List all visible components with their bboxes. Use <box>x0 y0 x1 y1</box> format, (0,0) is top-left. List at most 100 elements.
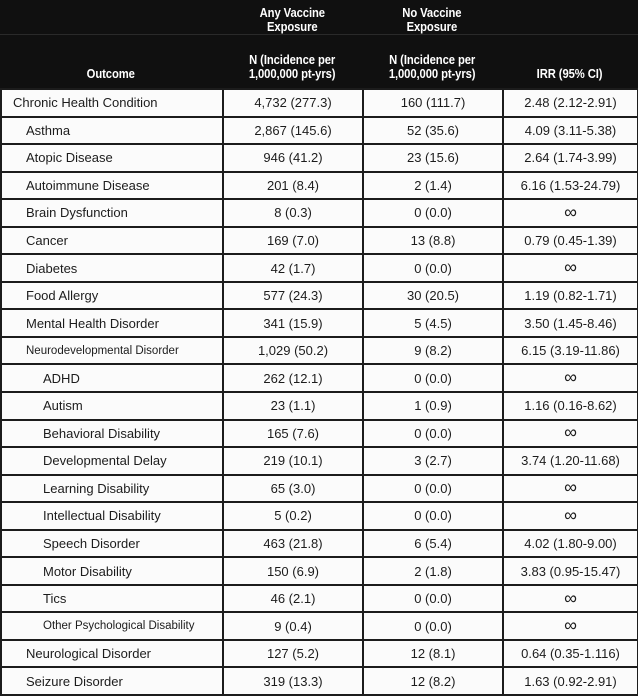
any-vaccine-group-title: Any Vaccine Exposure <box>259 6 325 34</box>
any-vaccine-n-cell: 8 (0.3) <box>222 200 362 226</box>
any-vaccine-n-cell: 5 (0.2) <box>222 503 362 529</box>
irr-cell: 3.50 (1.45-8.46) <box>502 310 637 336</box>
table-header: Outcome Any Vaccine Exposure N (Incidenc… <box>0 0 638 88</box>
any-vaccine-n-cell: 150 (6.9) <box>222 558 362 584</box>
outcome-cell: Other Psychological Disability <box>2 613 222 639</box>
outcome-label: Food Allergy <box>26 288 99 304</box>
table-row: Autism 23 (1.1) 1 (0.9) 1.16 (0.16-8.62) <box>0 391 638 419</box>
no-vaccine-n-label: N (Incidence per 1,000,000 pt-yrs) <box>388 53 476 81</box>
any-vaccine-n-label: N (Incidence per 1,000,000 pt-yrs) <box>248 53 336 81</box>
outcome-label: Brain Dysfunction <box>26 205 128 221</box>
any-vaccine-n-cell: 169 (7.0) <box>222 227 362 254</box>
irr-cell: 0.64 (0.35-1.116) <box>502 640 637 667</box>
any-vaccine-n-cell: 1,029 (50.2) <box>222 337 362 364</box>
outcome-cell: Chronic Health Condition <box>2 90 222 116</box>
outcome-cell: Diabetes <box>2 255 222 281</box>
outcome-label: Behavioral Disability <box>43 425 161 441</box>
outcome-cell: Food Allergy <box>2 283 222 309</box>
irr-cell: ∞ <box>502 420 637 447</box>
column-header-any-vaccine: Any Vaccine Exposure N (Incidence per 1,… <box>222 0 362 88</box>
irr-cell: 1.16 (0.16-8.62) <box>502 393 637 419</box>
any-vaccine-n-cell: 9 (0.4) <box>222 613 362 639</box>
outcome-label: Chronic Health Condition <box>13 95 158 111</box>
irr-cell: 2.64 (1.74-3.99) <box>502 145 637 171</box>
any-vaccine-n-cell: 341 (15.9) <box>222 310 362 336</box>
outcome-cell: Atopic Disease <box>2 145 222 171</box>
any-vaccine-n-cell: 23 (1.1) <box>222 393 362 419</box>
irr-cell: ∞ <box>502 365 637 392</box>
any-vaccine-n-cell: 319 (13.3) <box>222 668 362 695</box>
no-vaccine-n-cell: 9 (8.2) <box>362 337 502 364</box>
no-vaccine-n-cell: 30 (20.5) <box>362 282 502 309</box>
outcome-cell: Learning Disability <box>2 476 222 502</box>
irr-cell: 3.74 (1.20-11.68) <box>502 448 637 474</box>
table-row: Neurological Disorder 127 (5.2) 12 (8.1)… <box>0 638 638 667</box>
outcome-label: Motor Disability <box>43 563 132 579</box>
outcome-cell: Brain Dysfunction <box>2 200 222 226</box>
irr-cell: 0.79 (0.45-1.39) <box>502 227 637 254</box>
no-vaccine-n-cell: 12 (8.1) <box>362 640 502 667</box>
table-row: Diabetes 42 (1.7) 0 (0.0) ∞ <box>0 253 638 281</box>
no-vaccine-n-cell: 0 (0.0) <box>362 503 502 529</box>
no-vaccine-n-cell: 2 (1.4) <box>362 172 502 199</box>
outcome-label: Atopic Disease <box>26 150 113 166</box>
outcome-label: Seizure Disorder <box>26 673 123 689</box>
outcome-label: Mental Health Disorder <box>26 315 159 331</box>
table-body: Chronic Health Condition 4,732 (277.3) 1… <box>0 88 638 696</box>
irr-column-label: IRR (95% CI) <box>537 67 603 81</box>
irr-cell: ∞ <box>502 585 637 612</box>
no-vaccine-n-cell: 0 (0.0) <box>362 585 502 612</box>
irr-cell: ∞ <box>502 255 637 281</box>
table-row: Asthma 2,867 (145.6) 52 (35.6) 4.09 (3.1… <box>0 115 638 144</box>
no-vaccine-n-cell: 2 (1.8) <box>362 558 502 584</box>
any-vaccine-n-cell: 4,732 (277.3) <box>222 90 362 116</box>
no-vaccine-n-cell: 1 (0.9) <box>362 393 502 419</box>
outcome-label: Diabetes <box>26 260 78 276</box>
table-row: Tics 46 (2.1) 0 (0.0) ∞ <box>0 583 638 612</box>
irr-cell: 2.48 (2.12-2.91) <box>502 90 637 116</box>
any-vaccine-n-cell: 577 (24.3) <box>222 282 362 309</box>
irr-cell: ∞ <box>502 613 637 639</box>
irr-cell: ∞ <box>502 200 637 226</box>
any-vaccine-n-cell: 165 (7.6) <box>222 420 362 447</box>
any-vaccine-n-cell: 946 (41.2) <box>222 145 362 171</box>
outcome-label: Speech Disorder <box>43 536 140 552</box>
table-row: Brain Dysfunction 8 (0.3) 0 (0.0) ∞ <box>0 198 638 226</box>
irr-cell: 6.15 (3.19-11.86) <box>502 337 637 364</box>
table-row: Atopic Disease 946 (41.2) 23 (15.6) 2.64… <box>0 143 638 171</box>
table-row: Food Allergy 577 (24.3) 30 (20.5) 1.19 (… <box>0 280 638 309</box>
table-row: Cancer 169 (7.0) 13 (8.8) 0.79 (0.45-1.3… <box>0 225 638 254</box>
outcome-label: Autoimmune Disease <box>26 177 150 193</box>
any-vaccine-n-cell: 46 (2.1) <box>222 585 362 612</box>
table-row: Motor Disability 150 (6.9) 2 (1.8) 3.83 … <box>0 556 638 584</box>
outcome-cell: Motor Disability <box>2 558 222 584</box>
any-vaccine-n-cell: 127 (5.2) <box>222 640 362 667</box>
no-vaccine-n-cell: 160 (111.7) <box>362 90 502 116</box>
any-vaccine-n-cell: 42 (1.7) <box>222 255 362 281</box>
outcome-cell: Tics <box>2 586 222 612</box>
irr-cell: 1.63 (0.92-2.91) <box>502 668 637 695</box>
outcome-cell: Neurological Disorder <box>2 641 222 667</box>
no-vaccine-n-cell: 23 (15.6) <box>362 145 502 171</box>
table-row: Autoimmune Disease 201 (8.4) 2 (1.4) 6.1… <box>0 170 638 199</box>
outcome-label: Intellectual Disability <box>43 508 161 524</box>
any-vaccine-n-cell: 262 (12.1) <box>222 365 362 392</box>
no-vaccine-n-cell: 12 (8.2) <box>362 668 502 695</box>
no-vaccine-n-cell: 5 (4.5) <box>362 310 502 336</box>
irr-cell: 3.83 (0.95-15.47) <box>502 558 637 584</box>
any-vaccine-n-cell: 2,867 (145.6) <box>222 117 362 144</box>
no-vaccine-n-cell: 13 (8.8) <box>362 227 502 254</box>
table-row: Behavioral Disability 165 (7.6) 0 (0.0) … <box>0 418 638 447</box>
outcome-cell: Autism <box>2 393 222 419</box>
no-vaccine-n-cell: 0 (0.0) <box>362 200 502 226</box>
irr-cell: 6.16 (1.53-24.79) <box>502 172 637 199</box>
outcome-cell: Speech Disorder <box>2 531 222 557</box>
outcome-label: Asthma <box>26 122 71 138</box>
outcome-label: Neurodevelopmental Disorder <box>26 344 179 357</box>
no-vaccine-n-cell: 0 (0.0) <box>362 365 502 392</box>
outcome-cell: Intellectual Disability <box>2 503 222 529</box>
any-vaccine-n-cell: 219 (10.1) <box>222 448 362 474</box>
table-row: Speech Disorder 463 (21.8) 6 (5.4) 4.02 … <box>0 528 638 557</box>
no-vaccine-n-cell: 0 (0.0) <box>362 613 502 639</box>
